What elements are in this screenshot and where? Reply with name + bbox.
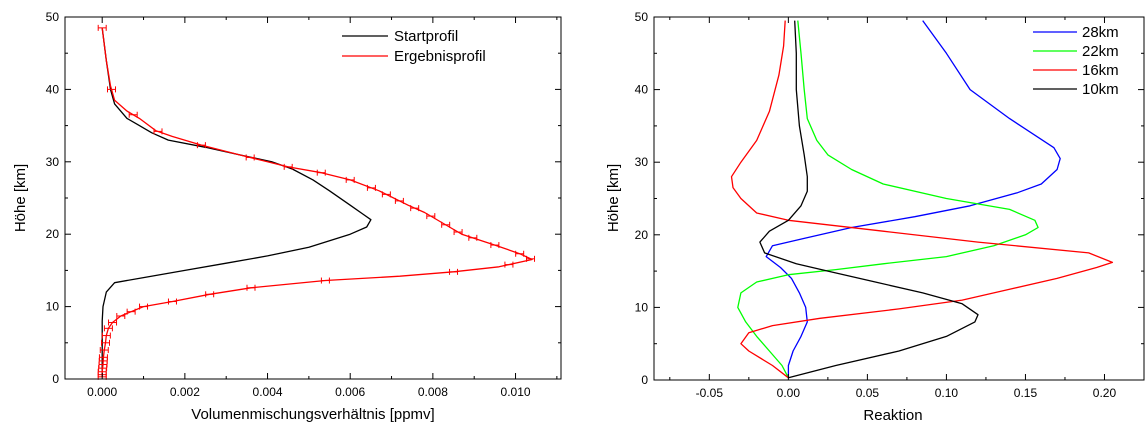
legend-22km-label: 22km bbox=[1082, 43, 1119, 60]
series-line-28km bbox=[765, 20, 1061, 378]
legend-28km-label: 28km bbox=[1082, 24, 1119, 41]
x-tick-label: 0.00 bbox=[777, 386, 801, 400]
x-tick-label: 0.15 bbox=[1014, 386, 1038, 400]
x-tick-label: 0.008 bbox=[418, 385, 448, 399]
legend-10km-label: 10km bbox=[1082, 81, 1119, 98]
chart-left-legend: Startprofil Ergebnisprofil bbox=[342, 28, 486, 65]
x-tick-label: 0.010 bbox=[501, 385, 531, 399]
legend-startprofil-label: Startprofil bbox=[394, 28, 458, 45]
y-tick-label: 20 bbox=[46, 227, 60, 241]
chart-right-ylabel: Höhe [km] bbox=[605, 164, 622, 232]
series-line-ergebnisprofil bbox=[101, 27, 533, 377]
y-tick-label: 40 bbox=[46, 82, 60, 96]
x-tick-label: 0.20 bbox=[1093, 386, 1117, 400]
chart-left-xlabel: Volumenmischungsverhältnis [ppmv] bbox=[191, 406, 434, 423]
legend-ergebnisprofil-label: Ergebnisprofil bbox=[394, 48, 486, 65]
chart-left-frame bbox=[64, 16, 562, 380]
chart-right-legend: 28km 22km 16km 10km bbox=[1033, 24, 1119, 98]
y-tick-label: 20 bbox=[635, 228, 649, 242]
y-tick-label: 40 bbox=[635, 83, 649, 97]
chart-right-frame bbox=[653, 16, 1145, 381]
y-tick-label: 50 bbox=[635, 10, 649, 24]
series-line-16km bbox=[730, 20, 1114, 379]
chart-right-marks bbox=[730, 20, 1114, 379]
chart-left: 0.000 0.002 0.004 0.006 0.008 0.010 0 10 20 30 40 5… bbox=[12, 10, 562, 423]
y-tick-label: 10 bbox=[46, 300, 60, 314]
series-line-22km bbox=[737, 20, 1039, 379]
series-line-startprofil bbox=[101, 27, 372, 377]
y-tick-label: 50 bbox=[46, 10, 60, 24]
chart-left-marks bbox=[97, 24, 536, 380]
x-tick-label: 0.05 bbox=[856, 386, 880, 400]
y-tick-label: 0 bbox=[52, 372, 59, 386]
x-tick-label: 0.000 bbox=[87, 385, 117, 399]
y-tick-label: 0 bbox=[641, 373, 648, 387]
y-tick-label: 30 bbox=[46, 155, 60, 169]
x-tick-label: 0.004 bbox=[253, 385, 283, 399]
chart-right-xlabel: Reaktion bbox=[863, 407, 922, 423]
chart-left-ylabel: Höhe [km] bbox=[12, 164, 29, 232]
series-line-10km bbox=[759, 20, 979, 379]
x-tick-label: 0.10 bbox=[935, 386, 959, 400]
y-tick-label: 10 bbox=[635, 300, 649, 314]
x-tick-label: 0.006 bbox=[335, 385, 365, 399]
x-tick-label: 0.002 bbox=[170, 385, 200, 399]
y-tick-label: 30 bbox=[635, 155, 649, 169]
chart-right: -0.05 0.00 0.05 0.10 0.15 0.20 0 10 20 30 40 50 Rea… bbox=[605, 10, 1145, 423]
x-tick-label: -0.05 bbox=[696, 386, 724, 400]
chart-right-axes: -0.05 0.00 0.05 0.10 0.15 0.20 0 10 20 30 40 50 bbox=[635, 10, 1144, 400]
legend-16km-label: 16km bbox=[1082, 62, 1119, 79]
chart-left-axes: 0.000 0.002 0.004 0.006 0.008 0.010 0 10 20 30 40 5… bbox=[46, 10, 561, 399]
